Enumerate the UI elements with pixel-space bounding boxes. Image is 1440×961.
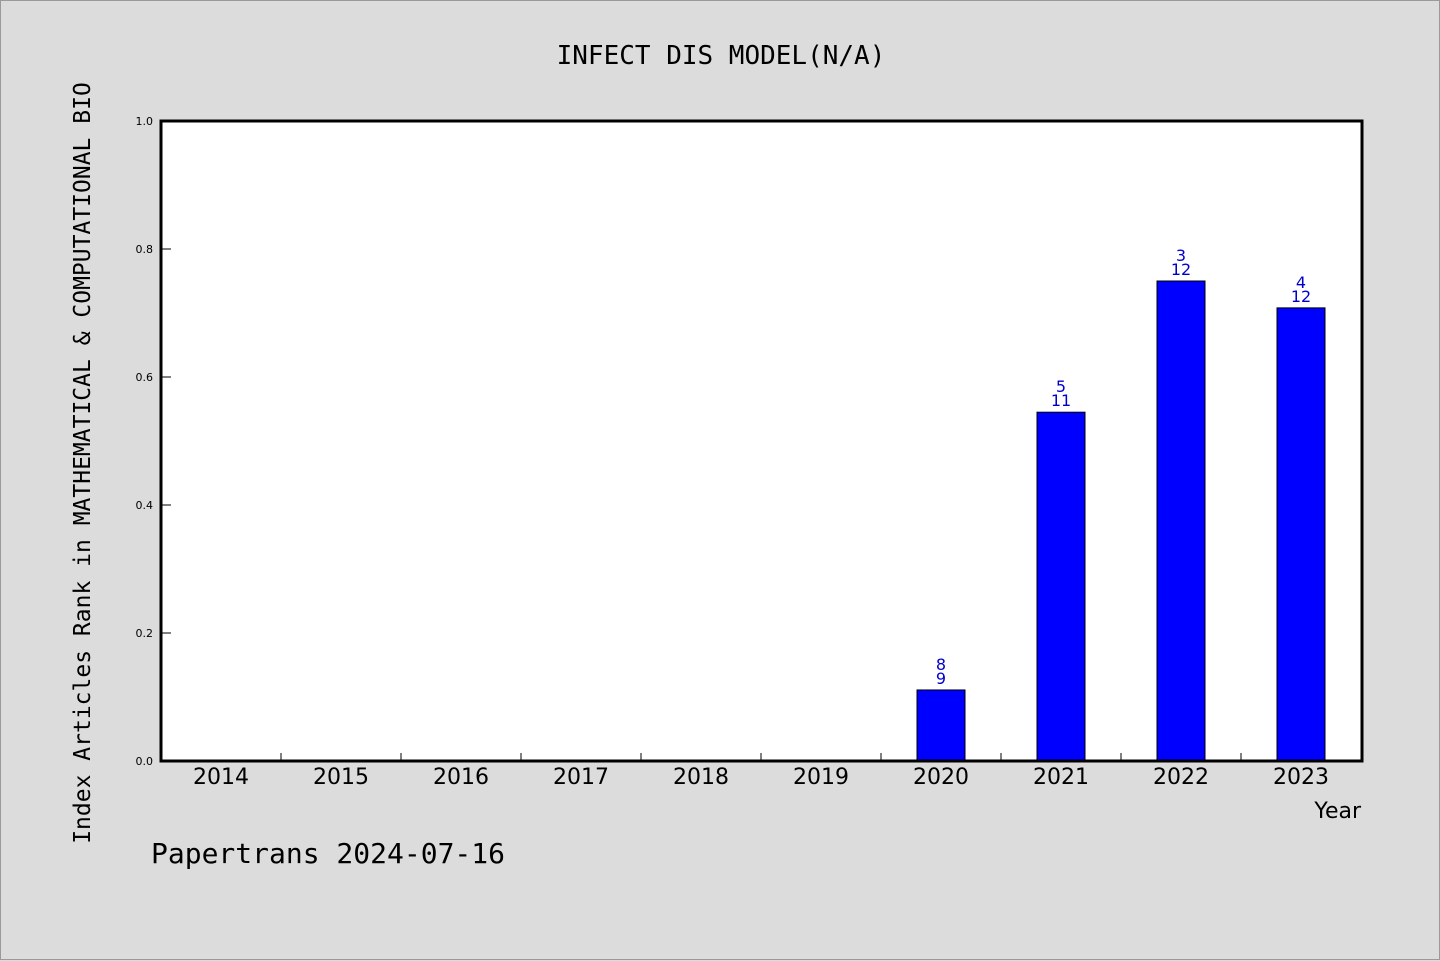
data-label-top: 4 (1296, 273, 1306, 292)
y-tick-label: 0.2 (136, 627, 154, 640)
y-axis-label: Index Articles Rank in MATHEMATICAL & CO… (70, 82, 96, 844)
x-tick-label: 2015 (313, 765, 369, 790)
data-label-bottom: 12 (1171, 260, 1191, 279)
footer-credit: Papertrans 2024-07-16 (151, 837, 505, 870)
data-label-top: 3 (1176, 246, 1186, 265)
y-tick-label: 0.0 (136, 755, 154, 768)
x-tick-label: 2014 (193, 765, 249, 790)
data-label-top: 8 (936, 655, 946, 674)
bar (1276, 307, 1326, 762)
x-tick-label: 2020 (913, 765, 969, 790)
x-tick-label: 2016 (433, 765, 489, 790)
bars-layer (916, 280, 1326, 762)
y-tick-label: 0.8 (136, 243, 154, 256)
data-label-bottom: 11 (1051, 391, 1071, 410)
x-tick-label: 2019 (793, 765, 849, 790)
bar (916, 689, 966, 762)
y-tick-label: 0.4 (136, 499, 154, 512)
data-label-bottom: 9 (936, 669, 946, 688)
x-tick-label: 2022 (1153, 765, 1209, 790)
x-tick-label: 2021 (1033, 765, 1089, 790)
y-tick-label: 0.6 (136, 371, 154, 384)
plot-border (159, 119, 1364, 763)
bar (1156, 280, 1206, 762)
bar (1036, 411, 1086, 762)
x-axis-label: Year (1313, 799, 1362, 824)
x-tick-label: 2018 (673, 765, 729, 790)
y-tick-label: 1.0 (136, 115, 154, 128)
data-label-top: 5 (1056, 377, 1066, 396)
data-label-bottom: 12 (1291, 287, 1311, 306)
ticks-layer: 0.0 0.2 0.4 0.6 0.8 1.0 2014 2015 2016 2017 2018 20… (136, 115, 1330, 790)
x-tick-label: 2023 (1273, 765, 1329, 790)
chart-title: INFECT DIS MODEL(N/A) (557, 41, 886, 71)
x-tick-label: 2017 (553, 765, 609, 790)
